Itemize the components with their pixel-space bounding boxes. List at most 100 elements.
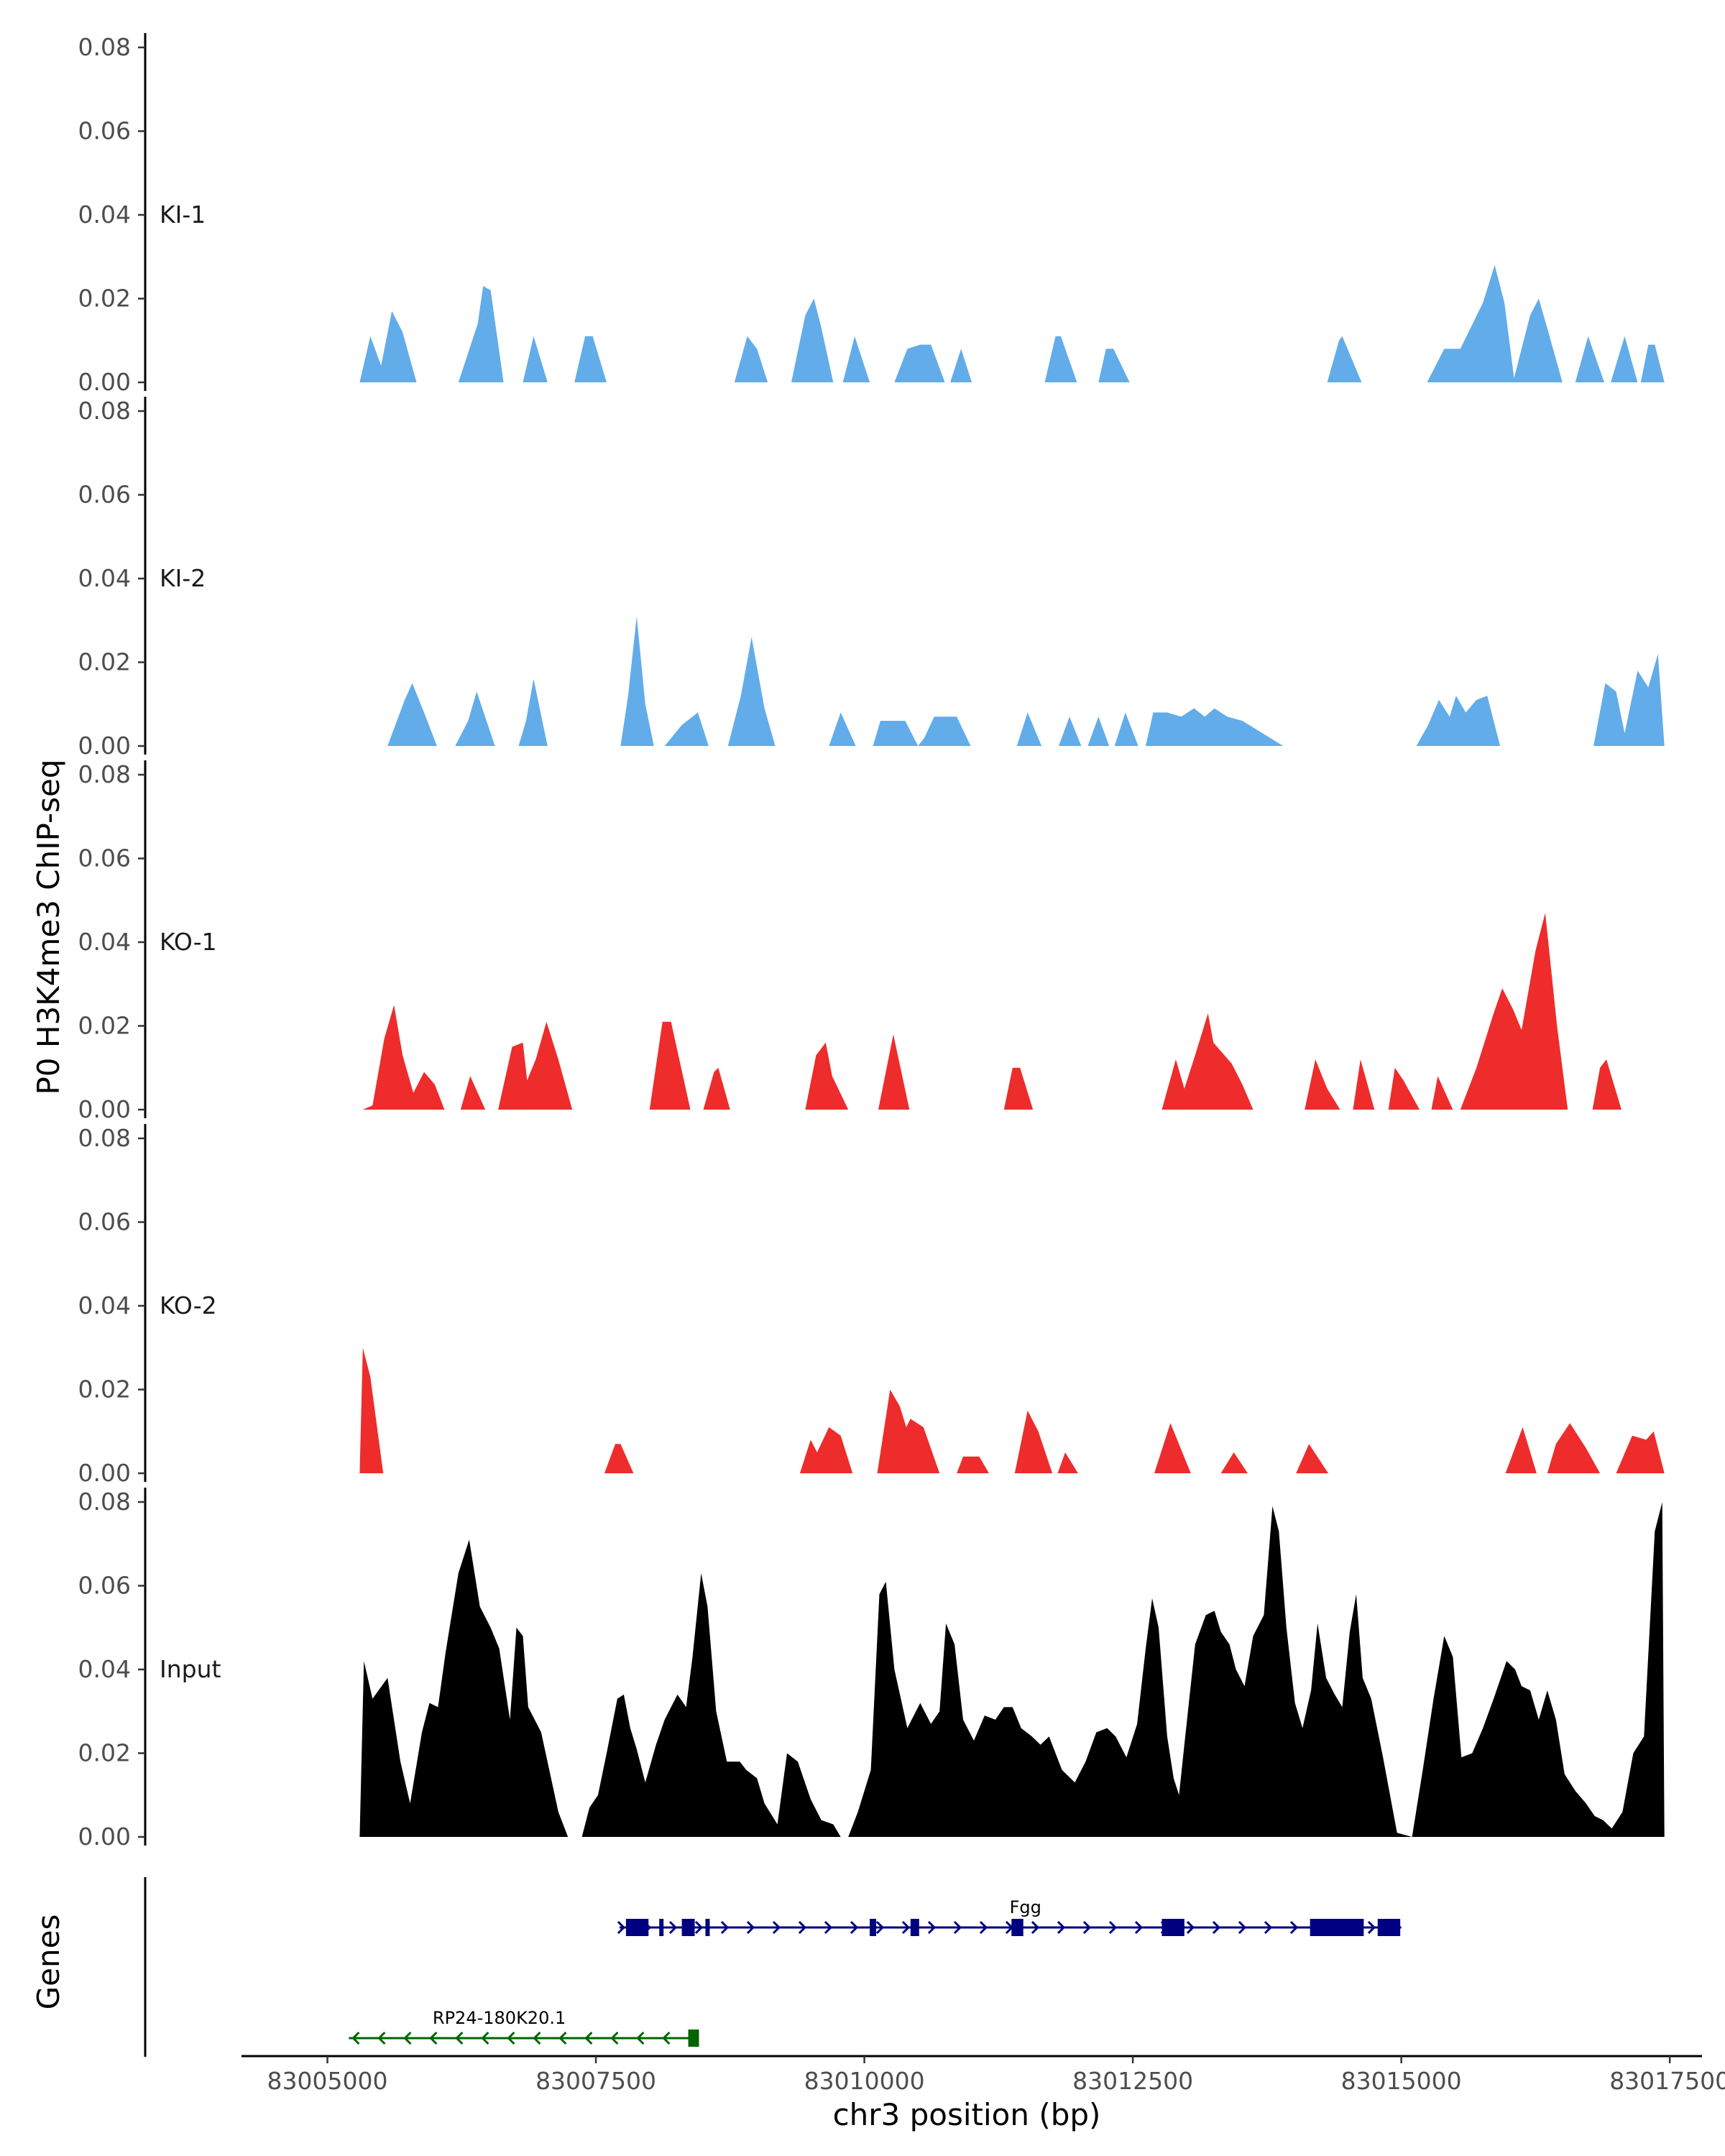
signal-peak [649,1021,691,1110]
signal-peak [842,336,870,382]
strand-arrow [694,1920,704,1935]
strand-arrow [377,2031,386,2045]
strand-arrow [1264,1920,1273,1935]
signal-peak [829,712,856,746]
x-axis-title: chr3 position (bp) [833,2097,1101,2132]
signal-peak [523,336,548,382]
signal-peak [1353,1059,1375,1110]
strand-arrow [1186,1920,1195,1935]
strand-arrow [901,1920,911,1935]
signal-peak [1057,1452,1078,1473]
signal-peak [455,691,495,746]
signal-peak [1427,264,1563,382]
track-label: KO-1 [160,928,217,956]
y-tick-label: 0.04 [78,564,131,592]
y-tick-label: 0.02 [78,1012,131,1040]
strand-arrow [1212,1920,1221,1935]
signal-peak [791,298,834,382]
signal-peak [1616,1431,1665,1473]
y-tick-label: 0.04 [78,928,131,956]
signal-peak [1044,336,1077,382]
y-tick-label: 0.00 [78,1459,131,1487]
strand-arrow [636,2031,645,2045]
signal-peak [362,1005,445,1110]
exon [688,2030,699,2047]
strand-arrow [720,1920,730,1935]
x-tick-label: 83012500 [1072,2067,1193,2095]
x-tick-label: 83007500 [535,2067,656,2095]
exon [625,1919,649,1936]
signal-peak [878,1034,910,1110]
track-KI-1: 0.00 0.02 0.04 0.06 0.08 KI-1 [78,33,1665,396]
strand-arrow [610,2031,619,2045]
signal-peak [1575,336,1604,382]
y-tick-label: 0.08 [78,33,131,61]
strand-arrow [507,2031,515,2045]
signal-peak [581,1573,841,1837]
y-tick-label: 0.02 [78,1376,131,1404]
exon [910,1919,919,1936]
genes-layer: Fgg RP24-180K20.1 [144,1877,1402,2057]
strand-arrow [772,1920,781,1935]
signal-peak [1114,712,1138,746]
signal-peak [359,311,417,382]
exon [705,1919,710,1936]
signal-peak [1087,717,1110,746]
x-tick-label: 83015000 [1341,2067,1462,2095]
signal-peak [894,344,945,382]
y-tick-label: 0.04 [78,1655,131,1683]
signal-peak [359,1539,569,1837]
signal-peak [620,616,654,746]
signal-peak [918,717,971,746]
signal-peak [1388,1067,1420,1110]
signal-peak [727,637,776,746]
signal-peak [1505,1427,1537,1473]
signal-peak [664,712,709,746]
strand-arrow [1134,1920,1144,1935]
signal-peak [805,1042,849,1110]
strand-arrow [798,1920,807,1935]
strand-arrow [429,2031,438,2045]
y-tick-label: 0.00 [78,368,131,396]
signal-peak [1611,336,1638,382]
track-Input: 0.00 0.02 0.04 0.06 0.08 Input [78,1488,1665,1851]
track-label: KO-2 [160,1291,217,1319]
signal-peak [460,1076,486,1110]
signal-peak [873,721,919,746]
genes-axis-title: Genes [31,1915,66,2010]
strand-arrow [979,1920,988,1935]
strand-arrow [617,1920,626,1935]
y-tick-label: 0.06 [78,1208,131,1236]
exon [659,1919,664,1936]
exon [870,1919,877,1936]
y-tick-label: 0.02 [78,285,131,313]
strand-arrow [746,1920,755,1935]
y-tick-label: 0.06 [78,844,131,872]
exon [1011,1919,1024,1936]
strand-arrow [558,2031,567,2045]
strand-arrow [850,1920,859,1935]
signal-peak [387,683,437,746]
y-tick-label: 0.08 [78,1124,131,1152]
signal-peak [799,1427,853,1473]
signal-peak [1305,1059,1340,1110]
strand-arrow [1367,1920,1376,1935]
strand-arrow [668,1920,678,1935]
track-label: Input [160,1655,221,1683]
track-KI-2: 0.00 0.02 0.04 0.06 0.08 KI-2 [78,397,1665,760]
strand-arrow [662,2031,671,2045]
gene-label: Fgg [1010,1897,1041,1917]
signal-peak [957,1456,989,1473]
x-tick-label: 83010000 [804,2067,925,2095]
exon [1162,1919,1184,1936]
strand-arrow [455,2031,464,2045]
x-tick-label: 83005000 [267,2067,388,2095]
exon [681,1919,695,1936]
track-label: KI-1 [160,201,206,229]
strand-arrow [533,2031,541,2045]
signal-peak [1592,1059,1622,1110]
strand-arrow [927,1920,937,1935]
signal-peak [1014,1410,1053,1473]
signal-peak [1146,708,1284,746]
